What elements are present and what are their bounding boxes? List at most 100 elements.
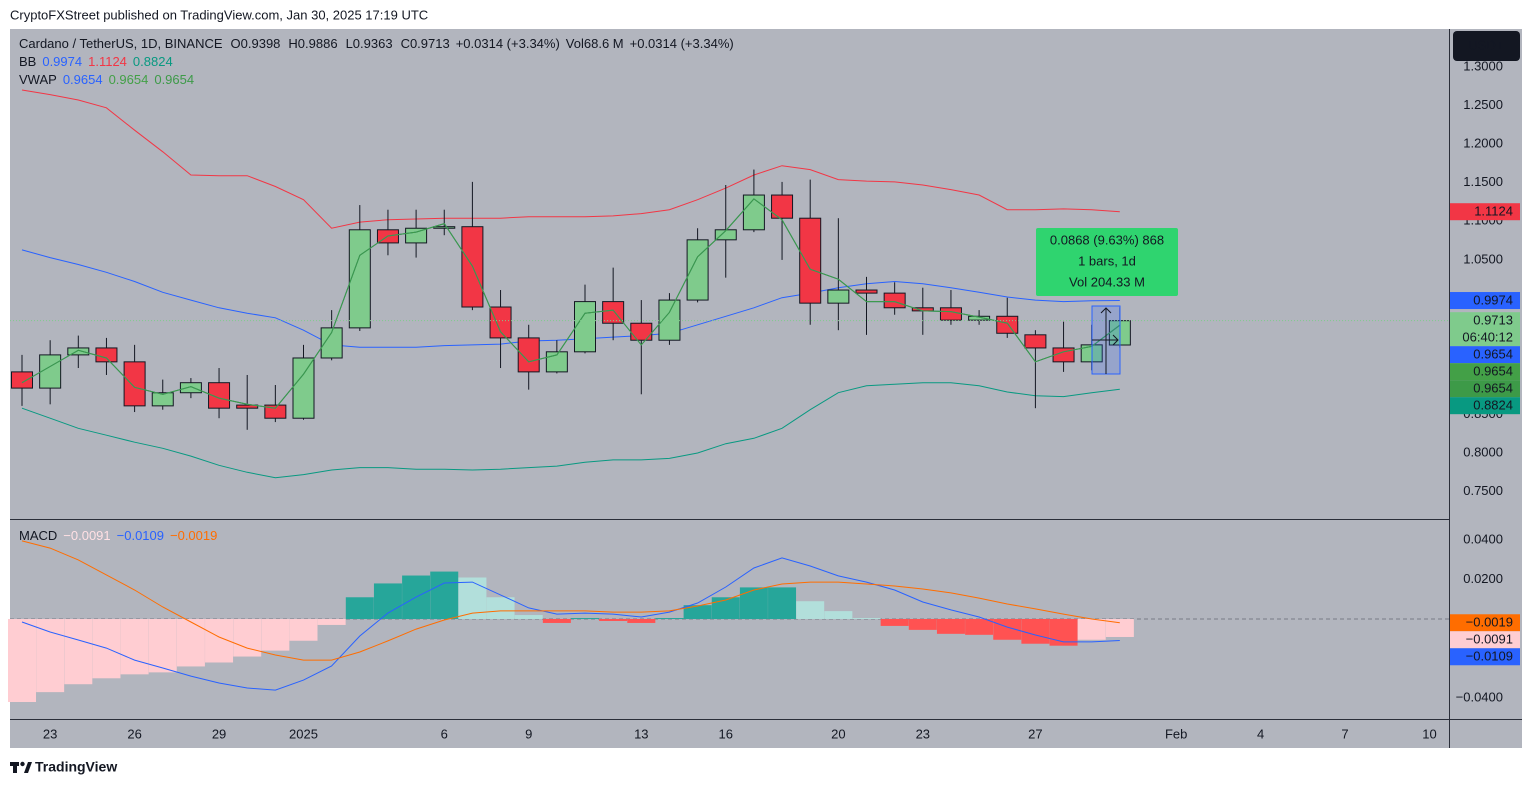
y-tick-label: −0.0400	[1456, 689, 1503, 704]
histogram-bar	[796, 601, 825, 620]
candle-body	[855, 289, 878, 294]
histogram-bar	[1077, 619, 1106, 640]
currency-button	[1453, 31, 1520, 61]
measure-text: 1 bars, 1d	[1078, 253, 1136, 268]
legend-name: MACD	[19, 528, 57, 543]
legend-value: 0.9654	[154, 72, 194, 87]
histogram-bar	[936, 619, 965, 634]
candle-body	[686, 239, 709, 301]
x-tick-label: 20	[831, 726, 845, 741]
candle-body	[996, 315, 1019, 334]
histogram-bar	[739, 587, 768, 620]
logo-part	[13, 762, 17, 773]
price-label-box	[1450, 380, 1520, 398]
x-tick-label: 6	[441, 726, 448, 741]
histogram-bar	[880, 619, 909, 626]
candle-body	[574, 301, 596, 353]
legend-value: 0.9654	[63, 72, 103, 87]
histogram-bar	[599, 619, 628, 621]
candle-body	[742, 194, 765, 231]
legend-key: L	[346, 36, 353, 51]
legend-value: 1.1124	[88, 54, 127, 69]
histogram-bar	[655, 618, 684, 620]
candle-body	[1052, 347, 1075, 363]
candle-body	[208, 382, 231, 409]
histogram-bar	[289, 619, 318, 641]
indicator-line	[21, 249, 1120, 348]
candle-body	[123, 361, 146, 407]
price-label-box	[1450, 397, 1520, 415]
histogram-bar	[571, 618, 599, 620]
x-tick-label: 23	[916, 726, 930, 741]
x-tick-label: 9	[525, 726, 532, 741]
x-tick-label: 4	[1257, 726, 1264, 741]
candle-body	[433, 226, 456, 229]
measure-text: 0.0868 (9.63%) 868	[1050, 232, 1164, 247]
indicator-line	[21, 557, 1120, 691]
legend-key: C	[401, 36, 410, 51]
candle-body	[883, 292, 906, 309]
currency-label: USDT	[1468, 37, 1503, 52]
legend-value: 0.9713	[410, 36, 450, 51]
price-label: 0.8824	[1473, 398, 1513, 413]
candle-body	[545, 351, 568, 373]
candle-body	[348, 229, 371, 329]
legend-row: BB 0.9974 1.1124 0.8824	[19, 54, 173, 69]
candle-body	[95, 347, 118, 363]
candle-body	[968, 315, 991, 321]
histogram-bar	[120, 619, 149, 675]
y-tick-label: 1.3000	[1463, 58, 1503, 73]
histogram-bar	[1049, 619, 1078, 646]
candle-body	[151, 392, 174, 407]
legend-row: MACD −0.0091 −0.0109 −0.0019	[19, 528, 217, 543]
price-label-box	[1450, 631, 1520, 649]
price-label: 1.1124	[1474, 204, 1513, 219]
x-tick-label: 29	[212, 726, 226, 741]
legend-value: 0.9886	[298, 36, 338, 51]
candle-body	[39, 354, 62, 389]
x-tick-label: 26	[127, 726, 141, 741]
candle-body	[771, 194, 794, 219]
indicator-line	[21, 198, 1121, 409]
legend-value: 0.8824	[133, 54, 173, 69]
y-tick-label: 1.2000	[1463, 136, 1503, 151]
histogram-bar	[514, 615, 543, 620]
price-label: 0.9654	[1473, 364, 1513, 379]
footer-logo	[10, 761, 32, 773]
histogram-bar	[430, 571, 459, 620]
x-tick-label: 10	[1422, 726, 1436, 741]
measure-box	[1036, 228, 1178, 296]
histogram-bar	[64, 619, 93, 685]
histogram-bar	[1105, 619, 1134, 637]
legend-change: +0.0314 (+3.34%)	[630, 36, 734, 51]
y-tick-label: 0.0200	[1463, 571, 1503, 586]
legend-row: Cardano / TetherUS, 1D, BINANCE O0.9398 H0…	[19, 36, 734, 51]
legend-value: 0.9363	[353, 36, 393, 51]
publisher-note: CryptoFXStreet published on TradingView.…	[10, 7, 428, 22]
x-tick-label: 27	[1028, 726, 1042, 741]
histogram-bar	[261, 619, 290, 651]
price-label: 0.9654	[1473, 381, 1513, 396]
logo-part	[20, 761, 25, 767]
legend-key: H	[288, 36, 297, 51]
histogram-bar	[908, 619, 937, 630]
price-label: 0.9713	[1473, 313, 1513, 328]
y-tick-label: 0.0400	[1463, 531, 1503, 546]
y-tick-label: 0.8000	[1463, 444, 1503, 459]
x-tick-label: 13	[634, 726, 648, 741]
y-tick-label: 1.2500	[1463, 97, 1503, 112]
histogram-bar	[683, 605, 712, 620]
price-label: 0.9974	[1473, 292, 1513, 307]
legend-value: −0.0019	[170, 528, 217, 543]
candle-body	[799, 217, 822, 304]
price-label-box	[1450, 648, 1520, 666]
price-label: 06:40:12	[1462, 330, 1513, 345]
candle-body	[939, 307, 962, 321]
indicator-line	[21, 540, 1120, 661]
histogram-bar	[317, 619, 346, 625]
histogram-bar	[1021, 619, 1050, 644]
x-tick-label: 23	[43, 726, 57, 741]
legend-title: Cardano / TetherUS, 1D, BINANCE	[19, 36, 223, 51]
indicator-line	[21, 89, 1120, 229]
histogram-bar	[768, 587, 797, 620]
